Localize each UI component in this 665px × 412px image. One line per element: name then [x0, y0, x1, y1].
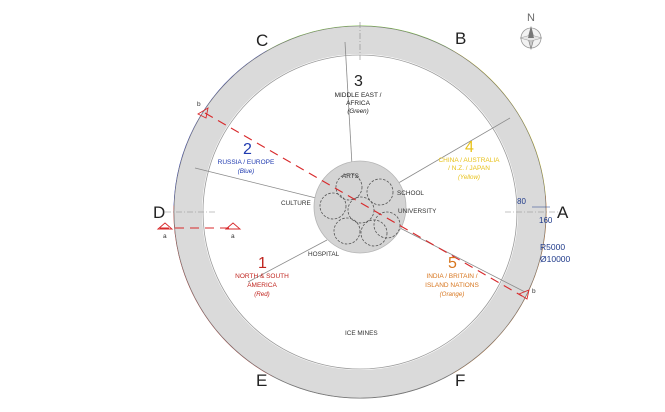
section-3-color: (Green) — [347, 108, 368, 115]
section-label-b-bottom: b — [532, 288, 536, 295]
hub-circles — [319, 173, 401, 247]
hub-circle-south-east — [360, 219, 388, 247]
label-ice-mines: ICE MINES — [345, 330, 378, 337]
section-3-line-2: AFRICA — [346, 100, 371, 107]
label-school: SCHOOL — [397, 190, 424, 197]
radial-line-south-west — [247, 239, 328, 283]
section-marker-b-bottom-icon — [518, 289, 530, 300]
dimension-80: 80 — [517, 197, 526, 206]
section-1-line-1: NORTH & SOUTH — [235, 273, 289, 280]
point-label-f: F — [455, 371, 465, 390]
radial-line-north-east — [394, 117, 511, 186]
label-culture: CULTURE — [281, 200, 311, 207]
hub-circle-arts — [335, 173, 363, 201]
section-4-line-1: CHINA / AUSTRALIA — [438, 157, 500, 164]
section-5-line-1: INDIA / BRITAIN / — [426, 273, 477, 280]
dimension-radius: R5000 — [540, 242, 565, 252]
hub-circle-hospital — [333, 217, 361, 245]
north-arrow-icon — [519, 25, 543, 51]
section-2-color: (Blue) — [238, 168, 255, 175]
section-label-a-right: a — [231, 233, 235, 240]
point-label-e: E — [256, 371, 267, 390]
section-marker-b-top-icon — [197, 107, 209, 119]
section-1-color: (Red) — [254, 291, 269, 298]
section-line-b — [204, 112, 523, 297]
section-3-line-1: MIDDLE EAST / — [335, 92, 382, 99]
centerlines — [165, 22, 560, 213]
hub-circle-center — [347, 196, 375, 224]
central-hub — [313, 160, 407, 254]
hub-circle-school — [366, 178, 394, 206]
label-arts: ARTS — [342, 173, 359, 180]
compass-label: N — [527, 12, 535, 24]
hub-circle-university — [373, 211, 401, 239]
point-label-d: D — [153, 203, 165, 222]
section-3-number: 3 — [354, 73, 363, 90]
label-hospital: HOSPITAL — [308, 251, 340, 258]
label-university: UNIVERSITY — [398, 208, 437, 215]
section-label-b-top: b — [197, 101, 201, 108]
dimension-160: 160 — [539, 216, 553, 225]
section-markers — [156, 107, 530, 300]
dimension-diameter: Ø10000 — [540, 254, 571, 264]
point-label-a: A — [557, 203, 569, 222]
section-lines — [160, 112, 523, 297]
hub-circle-culture — [319, 192, 347, 220]
point-label-c: C — [256, 31, 268, 50]
section-2-number: 2 — [243, 141, 252, 158]
section-label-a-left: a — [163, 233, 167, 240]
section-5-color: (Orange) — [440, 291, 465, 298]
section-marker-a-left-icon — [156, 222, 174, 230]
section-1-number: 1 — [258, 255, 267, 272]
section-4-line-2: / N.Z. / JAPAN — [448, 165, 490, 172]
section-4-color: (Yellow) — [458, 174, 480, 181]
section-5-line-2: ISLAND NATIONS — [425, 282, 479, 289]
section-1-line-2: AMERICA — [247, 282, 277, 289]
radial-line-south-east — [399, 227, 526, 293]
radial-lines — [194, 41, 526, 293]
radial-line-north — [344, 41, 353, 166]
section-4-number: 4 — [465, 139, 474, 156]
point-label-b: B — [455, 29, 466, 48]
radial-line-west — [194, 167, 317, 199]
section-2-line-1: RUSSIA / EUROPE — [218, 159, 275, 166]
section-5-number: 5 — [448, 255, 457, 272]
section-marker-a-right-icon — [224, 222, 242, 230]
